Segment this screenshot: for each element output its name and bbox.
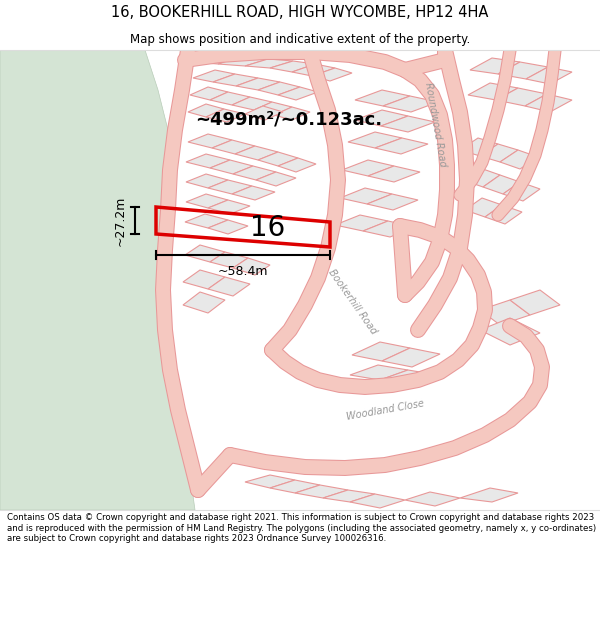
Polygon shape [258,82,300,95]
Polygon shape [382,348,440,367]
Polygon shape [485,205,522,224]
Polygon shape [188,134,232,148]
Polygon shape [208,220,248,234]
Polygon shape [278,87,318,100]
Polygon shape [335,215,388,231]
Polygon shape [206,109,245,122]
Text: Roundwood Road: Roundwood Road [422,82,448,168]
Polygon shape [233,166,276,180]
Polygon shape [312,68,352,81]
Polygon shape [186,194,228,208]
Polygon shape [460,488,518,502]
Polygon shape [274,107,310,120]
Polygon shape [270,480,320,493]
Polygon shape [245,106,283,120]
Polygon shape [183,292,225,313]
Polygon shape [323,490,375,502]
Polygon shape [480,318,540,345]
Polygon shape [208,277,250,296]
Polygon shape [190,87,228,100]
Polygon shape [363,221,415,237]
Polygon shape [208,200,250,214]
Polygon shape [210,252,248,268]
Text: Bookerhill Road: Bookerhill Road [327,268,379,336]
Polygon shape [233,258,270,275]
Polygon shape [368,166,420,182]
Polygon shape [186,174,228,188]
Polygon shape [235,146,278,160]
Text: ~27.2m: ~27.2m [114,195,127,246]
Polygon shape [470,58,520,74]
Polygon shape [270,61,315,72]
Polygon shape [295,485,348,498]
Polygon shape [498,62,548,79]
Polygon shape [355,110,408,126]
Text: Map shows position and indicative extent of the property.: Map shows position and indicative extent… [130,32,470,46]
Text: ~58.4m: ~58.4m [218,265,268,278]
Polygon shape [503,182,540,201]
Polygon shape [185,214,228,228]
Polygon shape [183,270,225,289]
Polygon shape [218,57,268,66]
Polygon shape [188,104,224,117]
Polygon shape [186,154,230,168]
Polygon shape [380,370,438,385]
Polygon shape [525,94,572,112]
Polygon shape [193,55,240,64]
Polygon shape [510,290,560,315]
Polygon shape [232,186,275,200]
Polygon shape [460,138,498,156]
Polygon shape [236,78,280,90]
Polygon shape [496,88,547,106]
Polygon shape [480,144,518,162]
Polygon shape [213,74,258,86]
Polygon shape [405,492,460,506]
Text: Woodland Close: Woodland Close [346,398,425,422]
Text: 16: 16 [250,214,286,242]
Polygon shape [342,160,394,176]
Polygon shape [185,245,225,262]
Polygon shape [480,300,530,325]
Polygon shape [256,172,296,186]
Polygon shape [465,198,502,217]
Text: 16, BOOKERHILL ROAD, HIGH WYCOMBE, HP12 4HA: 16, BOOKERHILL ROAD, HIGH WYCOMBE, HP12 … [112,5,488,20]
Polygon shape [278,158,316,172]
Text: ~499m²/~0.123ac.: ~499m²/~0.123ac. [195,111,382,129]
Polygon shape [245,475,295,488]
Polygon shape [193,70,235,82]
Polygon shape [245,59,293,68]
Polygon shape [210,160,253,174]
Polygon shape [258,152,298,166]
Polygon shape [350,494,405,508]
Polygon shape [483,175,520,194]
Polygon shape [468,83,518,100]
Polygon shape [212,140,255,154]
Polygon shape [208,180,252,194]
Text: Contains OS data © Crown copyright and database right 2021. This information is : Contains OS data © Crown copyright and d… [7,514,596,543]
Polygon shape [340,188,392,204]
Polygon shape [352,342,410,361]
Polygon shape [0,50,195,510]
Polygon shape [292,64,335,76]
Polygon shape [375,138,428,154]
Polygon shape [367,194,418,210]
Polygon shape [500,150,538,169]
Polygon shape [355,90,410,106]
Polygon shape [526,67,572,84]
Polygon shape [232,97,272,110]
Polygon shape [350,365,408,380]
Polygon shape [348,132,402,148]
Polygon shape [463,168,500,187]
Polygon shape [381,116,435,132]
Polygon shape [254,102,292,115]
Polygon shape [383,96,438,112]
Polygon shape [210,92,250,105]
